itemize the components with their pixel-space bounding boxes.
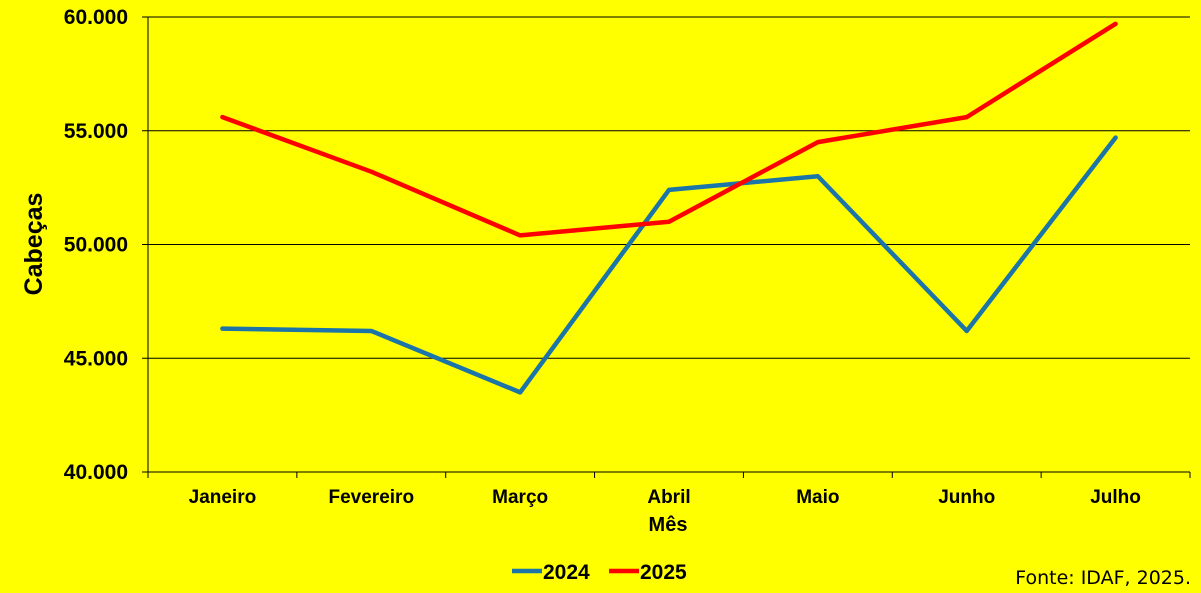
y-tick-label: 40.000 (64, 461, 128, 484)
y-tick-label: 55.000 (64, 120, 128, 143)
series-lines (220, 21, 1118, 395)
y-axis-title: Cabeças (20, 193, 48, 296)
x-tick-label: Julho (1090, 487, 1141, 508)
series-line-2024 (220, 135, 1118, 395)
x-tick-label: Junho (938, 487, 995, 508)
y-tick-label: 60.000 (64, 6, 128, 29)
x-tick-label: Janeiro (189, 487, 257, 508)
y-tick-label: 45.000 (64, 347, 128, 370)
y-tick-labels: 40.000 45.000 50.000 55.000 60.000 (64, 6, 128, 484)
y-tick-label: 50.000 (64, 234, 128, 257)
x-tick-label: Maio (796, 487, 839, 508)
legend-label-2025: 2025 (640, 561, 687, 584)
x-axis-title: Mês (649, 514, 688, 536)
x-tick-label: Março (492, 487, 548, 508)
legend-label-2024: 2024 (543, 561, 590, 584)
legend: 2024 2025 (512, 561, 687, 584)
x-tick-label: Fevereiro (329, 487, 415, 508)
source-note: Fonte: IDAF, 2025. (1015, 567, 1191, 589)
x-tick-labels: Janeiro Fevereiro Março Abril Maio Junho Julho (189, 487, 1141, 508)
series-line-2025 (220, 21, 1118, 238)
x-tick-label: Abril (647, 487, 690, 508)
axes (142, 16, 1191, 478)
